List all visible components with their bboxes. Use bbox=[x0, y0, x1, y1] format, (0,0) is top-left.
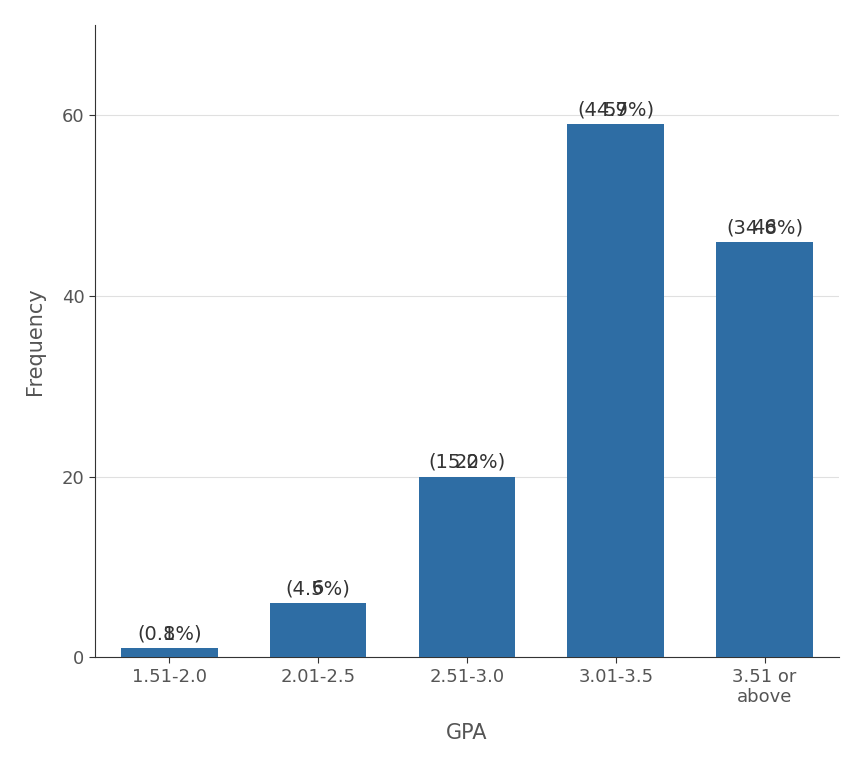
Text: (0.8%): (0.8%) bbox=[137, 603, 201, 644]
Text: 59: 59 bbox=[603, 101, 628, 120]
Text: (44.7%): (44.7%) bbox=[577, 79, 654, 120]
X-axis label: GPA: GPA bbox=[446, 723, 487, 743]
Bar bbox=[121, 648, 218, 657]
Text: 1: 1 bbox=[163, 624, 175, 644]
Text: (15.2%): (15.2%) bbox=[429, 431, 505, 472]
Bar bbox=[270, 603, 366, 657]
Y-axis label: Frequency: Frequency bbox=[25, 287, 45, 395]
Text: 20: 20 bbox=[454, 453, 480, 472]
Text: 46: 46 bbox=[753, 218, 777, 237]
Text: (34.8%): (34.8%) bbox=[726, 196, 804, 237]
Bar bbox=[716, 242, 813, 657]
Bar bbox=[568, 124, 664, 657]
Text: (4.5%): (4.5%) bbox=[286, 558, 351, 598]
Bar bbox=[418, 476, 515, 657]
Text: 6: 6 bbox=[312, 579, 324, 598]
